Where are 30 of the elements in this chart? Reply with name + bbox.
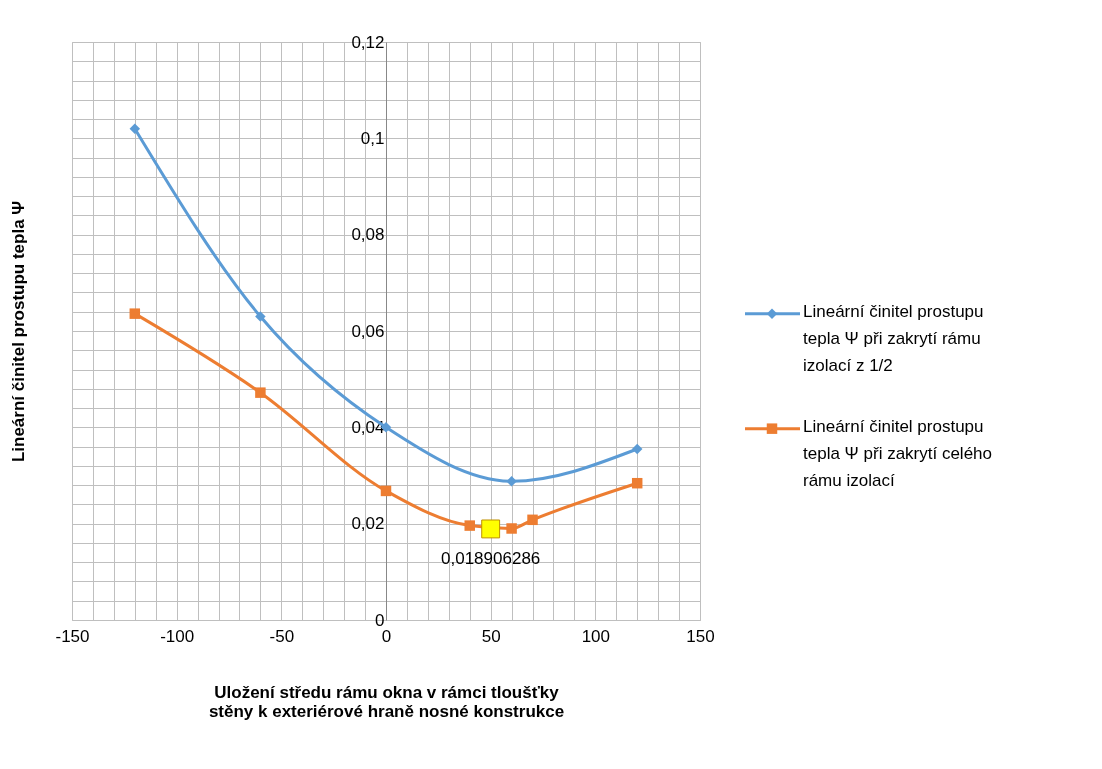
y-tick-label: 0 — [375, 610, 385, 630]
y-tick-label: 0,08 — [351, 225, 385, 245]
y-tick-label: 0,04 — [351, 417, 385, 437]
y-tick-label: 0,1 — [360, 128, 385, 148]
x-tick-label: -100 — [160, 626, 195, 646]
legend-label: Lineární činitel prostupu tepla Ψ při zakrytí celého rámu izolací — [803, 416, 993, 490]
legend-label: Lineární činitel prostupu tepla Ψ při zakrytí rámu izolací z 1/2 — [803, 301, 984, 375]
x-tick-label: -150 — [55, 626, 90, 646]
x-tick-label: -50 — [269, 626, 295, 646]
point — [255, 387, 266, 398]
point — [481, 519, 501, 539]
x-tick-label: 150 — [686, 626, 715, 646]
data-label: 0,018906286 — [441, 548, 541, 568]
point — [464, 520, 475, 531]
point — [527, 514, 538, 526]
y-tick-label: 0,12 — [351, 32, 385, 52]
point — [506, 476, 517, 487]
point — [255, 311, 266, 322]
point — [631, 477, 643, 489]
y-tick-label: 0,02 — [351, 514, 385, 534]
point — [631, 443, 643, 455]
point — [129, 123, 141, 134]
point — [380, 485, 392, 497]
y-axis-title: Lineární činitel prostupu tepla Ψ — [8, 200, 28, 463]
point — [129, 308, 141, 319]
y-tick-label: 0,06 — [351, 321, 385, 341]
x-tick-label: 50 — [481, 626, 501, 646]
x-tick-label: 100 — [581, 626, 611, 646]
x-axis-title: Uložení středu rámu okna v rámci tloušťky stěny k exteriérové hraně nosné konstrukce — [208, 682, 565, 721]
point — [506, 523, 517, 534]
